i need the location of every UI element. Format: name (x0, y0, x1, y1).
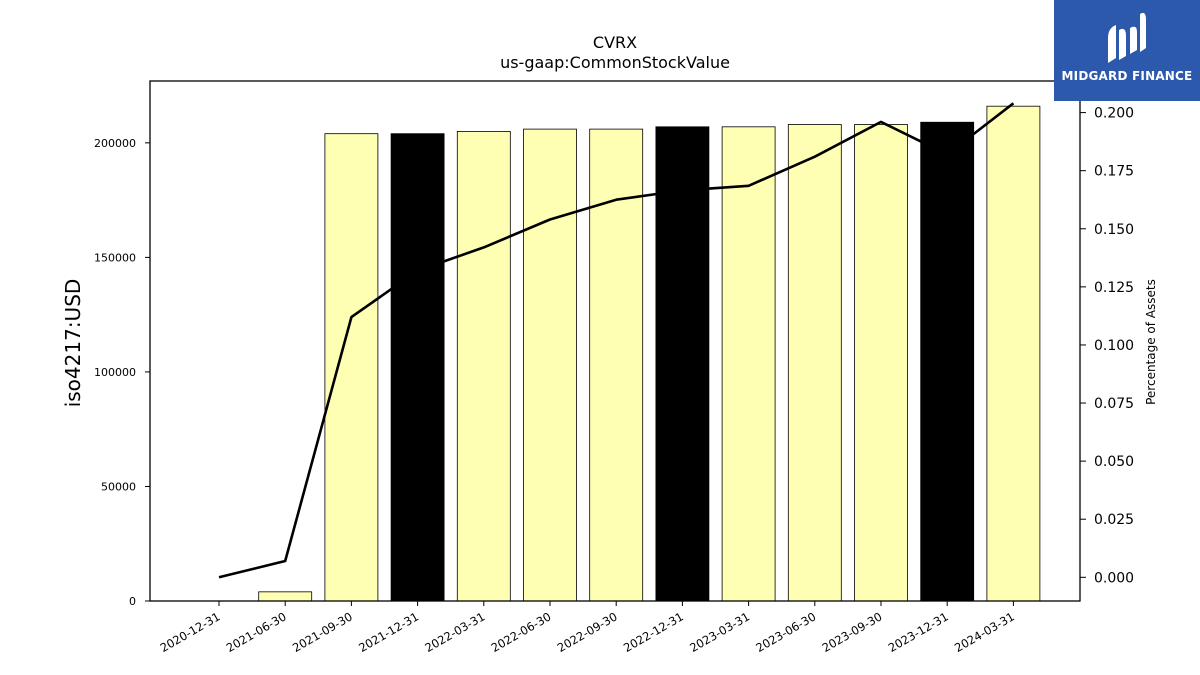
y-tick-label: 0 (129, 595, 136, 608)
bar (523, 128, 577, 602)
x-tick-label: 2024-03-31 (952, 609, 1017, 655)
y2-tick-label: 0.125 (1094, 280, 1134, 296)
y2-axis-label: Percentage of Assets (1144, 279, 1158, 405)
plot-frame (149, 80, 1081, 602)
logo-text: MIDGARD FINANCE (1061, 69, 1193, 83)
midgard-finance-logo: MIDGARD FINANCE (1054, 0, 1200, 101)
bar (456, 130, 511, 602)
x-tick-label: 2020-12-31 (158, 609, 223, 655)
y2-tick-label: 0.100 (1094, 338, 1134, 354)
x-tick-label: 2021-06-30 (224, 609, 289, 655)
bar (390, 133, 445, 602)
x-tick-label: 2022-06-30 (489, 609, 554, 655)
bar (589, 128, 644, 602)
series-line (218, 102, 1015, 579)
bar (324, 133, 379, 602)
bar (787, 124, 842, 602)
x-tick-label: 2023-09-30 (820, 609, 885, 655)
x-tick-label: 2022-09-30 (555, 609, 620, 655)
bar (258, 591, 313, 602)
y2-tick-label: 0.075 (1094, 396, 1134, 412)
y-axis-label: iso4217:USD (61, 279, 85, 408)
y2-tick-label: 0.025 (1094, 512, 1134, 528)
chart-subtitle: us-gaap:CommonStockValue (500, 53, 730, 72)
x-tick-label: 2023-03-31 (687, 609, 752, 655)
y-tick-label: 50000 (101, 480, 136, 493)
logo-mark-icon (1108, 12, 1146, 63)
x-tick-label: 2021-09-30 (290, 609, 355, 655)
y2-tick-label: 0.150 (1094, 222, 1134, 238)
x-tick-label: 2022-12-31 (621, 609, 686, 655)
x-tick-label: 2021-12-31 (356, 609, 421, 655)
chart-title: CVRX (593, 33, 637, 52)
y-tick-label: 150000 (94, 251, 136, 264)
y2-tick-label: 0.000 (1094, 570, 1134, 586)
bar (986, 105, 1041, 602)
x-tick-label: 2023-12-31 (886, 609, 951, 655)
bar (721, 126, 776, 602)
y-tick-label: 200000 (94, 137, 136, 150)
y-tick-label: 100000 (94, 366, 136, 379)
x-tick-label: 2023-06-30 (753, 609, 818, 655)
bar (655, 126, 710, 602)
y2-tick-label: 0.050 (1094, 454, 1134, 470)
bar (854, 124, 908, 602)
y2-tick-label: 0.175 (1094, 164, 1134, 180)
x-tick-label: 2022-03-31 (422, 609, 487, 655)
bar (920, 121, 975, 602)
y2-tick-label: 0.200 (1094, 106, 1134, 122)
